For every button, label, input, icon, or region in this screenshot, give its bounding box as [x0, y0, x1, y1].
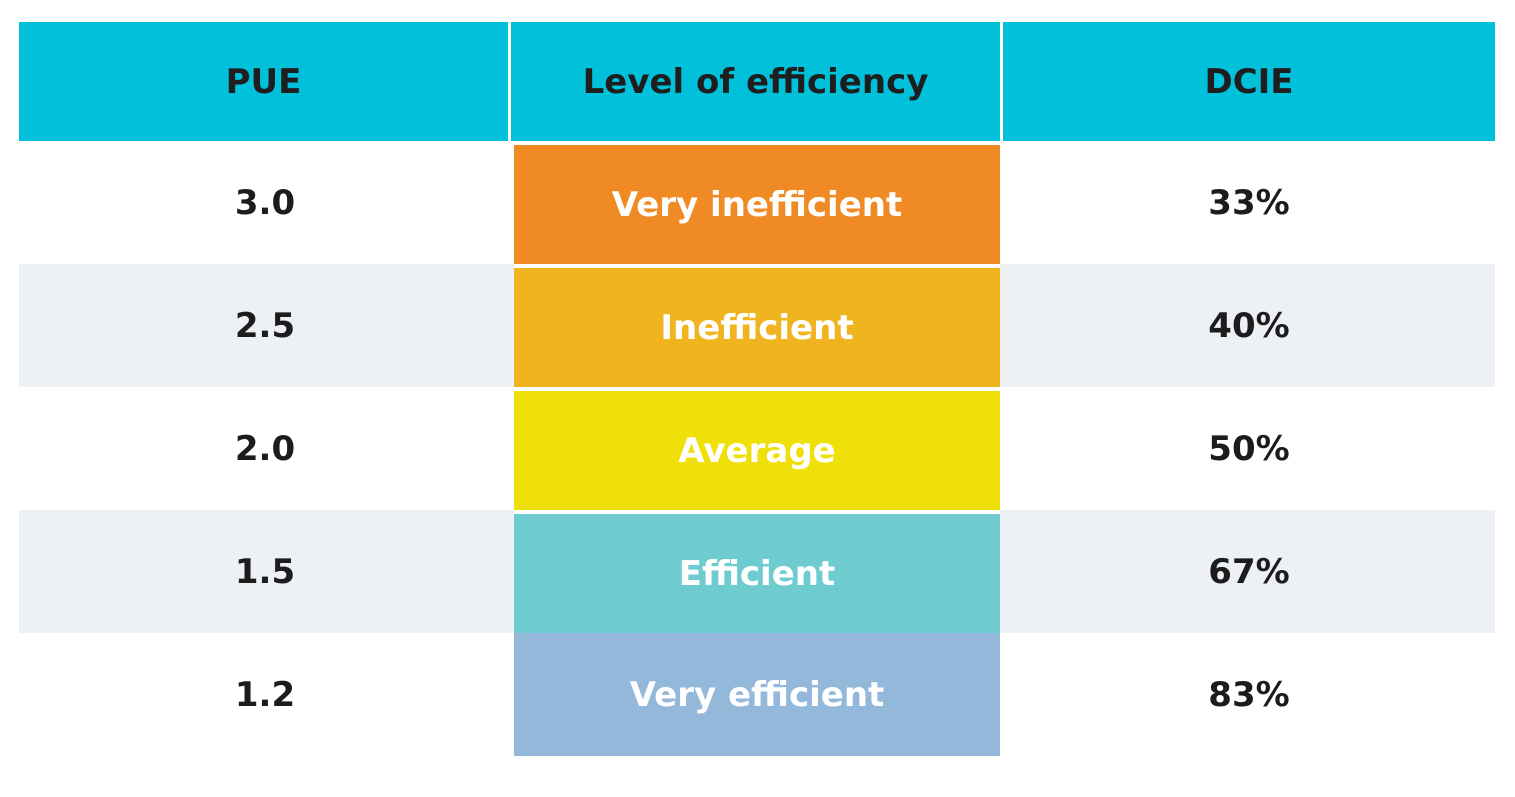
header-level: Level of efficiency — [511, 22, 1003, 141]
pue-value: 2.0 — [234, 428, 296, 469]
pue-value: 1.5 — [234, 551, 296, 592]
table-row: 1.2 Very efficient 83% — [19, 633, 1495, 756]
table-row: 2.5 Inefficient 40% — [19, 264, 1495, 387]
dcie-value: 33% — [1208, 182, 1290, 223]
table-row: 1.5 Efficient 67% — [19, 510, 1495, 633]
pue-value: 2.5 — [234, 305, 296, 346]
efficiency-level: Average — [514, 387, 1000, 510]
header-dcie: DCIE — [1003, 22, 1495, 141]
table-header: PUE Level of efficiency DCIE — [19, 22, 1495, 141]
pue-value: 1.2 — [234, 674, 296, 715]
efficiency-level: Efficient — [514, 510, 1000, 633]
table-row: 3.0 Very inefficient 33% — [19, 141, 1495, 264]
table-row: 2.0 Average 50% — [19, 387, 1495, 510]
pue-value: 3.0 — [234, 182, 296, 223]
dcie-value: 67% — [1208, 551, 1290, 592]
efficiency-level: Very inefficient — [514, 141, 1000, 264]
efficiency-level: Inefficient — [514, 264, 1000, 387]
dcie-value: 83% — [1208, 674, 1290, 715]
header-pue: PUE — [19, 22, 511, 141]
dcie-value: 50% — [1208, 428, 1290, 469]
pue-table: PUE Level of efficiency DCIE 3.0 Very in… — [19, 22, 1495, 756]
efficiency-level: Very efficient — [514, 633, 1000, 756]
dcie-value: 40% — [1208, 305, 1290, 346]
